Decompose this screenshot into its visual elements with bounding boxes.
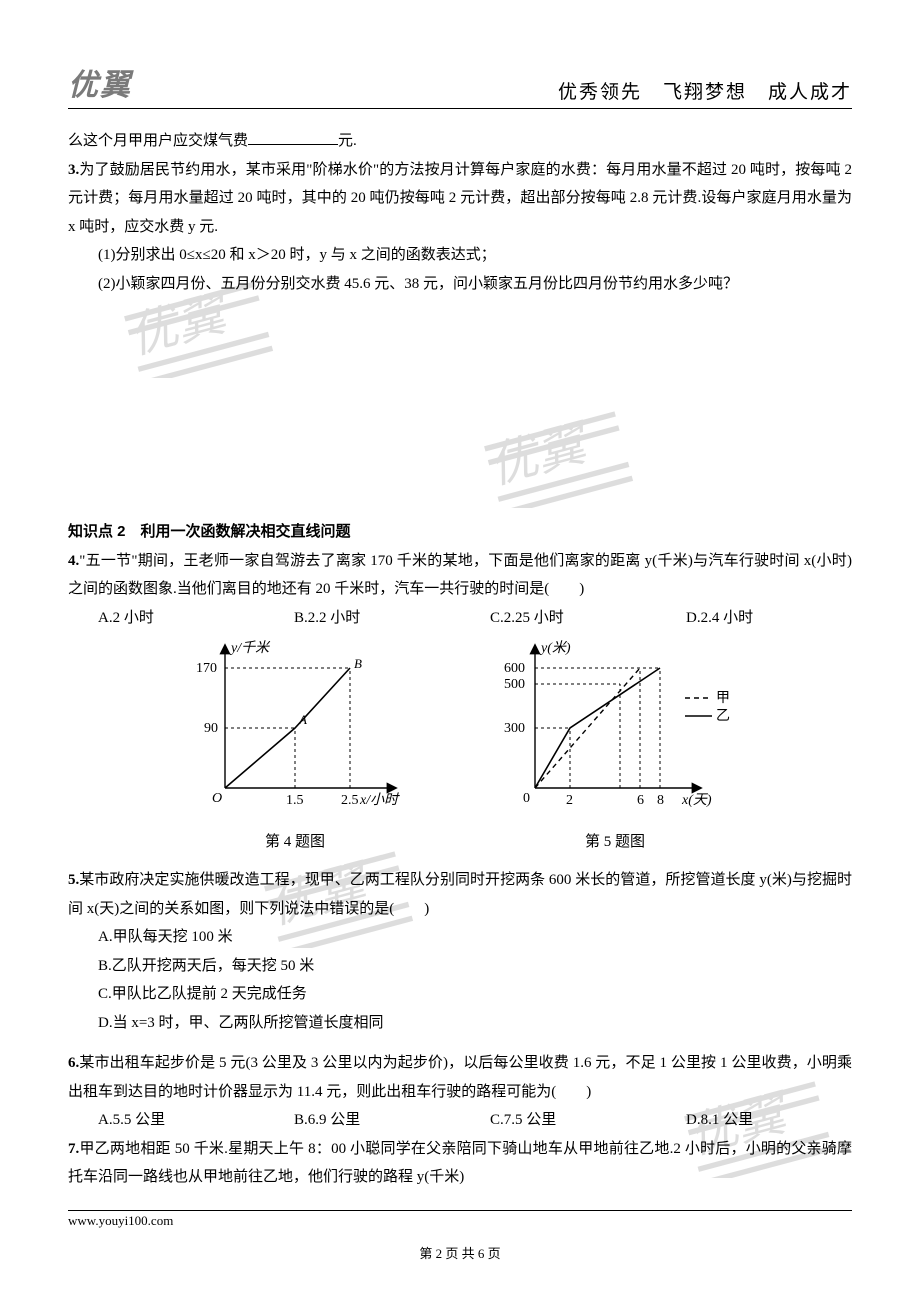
fig5-x2: 2 (566, 793, 573, 808)
q6-opt-b: B.6.9 公里 (264, 1106, 460, 1135)
blank-fill (248, 130, 338, 145)
q5-opt-c: C.甲队比乙队提前 2 天完成任务 (68, 980, 852, 1009)
fig5-caption: 第 5 题图 (490, 828, 740, 857)
q3-text: 3.为了鼓励居民节约用水，某市采用"阶梯水价"的方法按月计算每户家庭的水费：每月… (68, 156, 852, 242)
fig5-x8: 8 (657, 793, 664, 808)
fig5-y300: 300 (504, 721, 525, 736)
q6-opt-a: A.5.5 公里 (68, 1106, 264, 1135)
spacer (68, 1037, 852, 1049)
footer-page-number: 第 2 页 共 6 页 (68, 1243, 852, 1262)
q4-opt-b: B.2.2 小时 (264, 604, 460, 633)
knowledge-point-2: 知识点 2 利用一次函数解决相交直线问题 (68, 518, 852, 547)
fig4-pt-a: A (298, 712, 307, 727)
page-header: 优翼 优秀领先 飞翔梦想 成人成才 (68, 60, 852, 109)
fig4-y90: 90 (204, 721, 218, 736)
fig4-pt-b: B (354, 656, 362, 671)
slogan: 优秀领先 飞翔梦想 成人成才 (558, 77, 852, 104)
fig5-ylabel: y(米) (539, 640, 571, 656)
footer-url: www.youyi100.com (68, 1213, 852, 1229)
fig4-x25: 2.5 (341, 793, 359, 808)
fig4-ylabel: y/千米 (229, 640, 271, 656)
figures-row: 170 90 1.5 2.5 A B y/千米 x/小时 O (68, 638, 852, 856)
q5-opt-b: B.乙队开挖两天后，每天挖 50 米 (68, 952, 852, 981)
q3-sub1: (1)分别求出 0≤x≤20 和 x＞20 时，y 与 x 之间的函数表达式； (68, 241, 852, 270)
q4-opt-a: A.2 小时 (68, 604, 264, 633)
q5-options: A.甲队每天挖 100 米 B.乙队开挖两天后，每天挖 50 米 C.甲队比乙队… (68, 923, 852, 1037)
q4-opt-c: C.2.25 小时 (460, 604, 656, 633)
fig5-x6: 6 (637, 793, 644, 808)
fig4-x15: 1.5 (286, 793, 304, 808)
fig5-y600: 600 (504, 661, 525, 676)
q4-options: A.2 小时 B.2.2 小时 C.2.25 小时 D.2.4 小时 (68, 604, 852, 633)
fig4-origin: O (212, 791, 222, 806)
fig5-origin: 0 (523, 791, 530, 806)
q6-opt-c: C.7.5 公里 (460, 1106, 656, 1135)
figure-5: 600 500 300 2 6 8 (490, 638, 740, 856)
fig5-y500: 500 (504, 677, 525, 692)
figure-4: 170 90 1.5 2.5 A B y/千米 x/小时 O (180, 638, 410, 856)
fig5-legend-jia: 甲 (716, 691, 730, 706)
q6-options: A.5.5 公里 B.6.9 公里 C.7.5 公里 D.8.1 公里 (68, 1106, 852, 1135)
q5-opt-a: A.甲队每天挖 100 米 (68, 923, 852, 952)
figure-5-svg: 600 500 300 2 6 8 (490, 638, 740, 813)
fig4-caption: 第 4 题图 (180, 828, 410, 857)
q4-text: 4."五一节"期间，王老师一家自驾游去了离家 170 千米的某地，下面是他们离家… (68, 547, 852, 604)
q4-opt-d: D.2.4 小时 (656, 604, 852, 633)
q3-sub2: (2)小颖家四月份、五月份分别交水费 45.6 元、38 元，问小颖家五月份比四… (68, 270, 852, 299)
fig4-y170: 170 (196, 661, 217, 676)
answer-space (68, 298, 852, 518)
document-body: 么这个月甲用户应交煤气费元. 3.为了鼓励居民节约用水，某市采用"阶梯水价"的方… (68, 127, 852, 1192)
q5-opt-d: D.当 x=3 时，甲、乙两队所挖管道长度相同 (68, 1009, 852, 1038)
fig5-legend-yi: 乙 (716, 708, 730, 724)
q2-tail: 么这个月甲用户应交煤气费元. (68, 127, 852, 156)
fig4-xlabel: x/小时 (359, 792, 400, 808)
fig5-xlabel: x(天) (681, 793, 712, 808)
page-footer: www.youyi100.com 第 2 页 共 6 页 (68, 1210, 852, 1262)
q6-opt-d: D.8.1 公里 (656, 1106, 852, 1135)
figure-4-svg: 170 90 1.5 2.5 A B y/千米 x/小时 O (180, 638, 410, 813)
q5-text: 5.某市政府决定实施供暖改造工程，现甲、乙两工程队分别同时开挖两条 600 米长… (68, 866, 852, 923)
logo: 优翼 (68, 60, 132, 104)
q6-text: 6.某市出租车起步价是 5 元(3 公里及 3 公里以内为起步价)，以后每公里收… (68, 1049, 852, 1106)
footer-divider (68, 1210, 852, 1211)
q7-text: 7.甲乙两地相距 50 千米.星期天上午 8：00 小聪同学在父亲陪同下骑山地车… (68, 1135, 852, 1192)
